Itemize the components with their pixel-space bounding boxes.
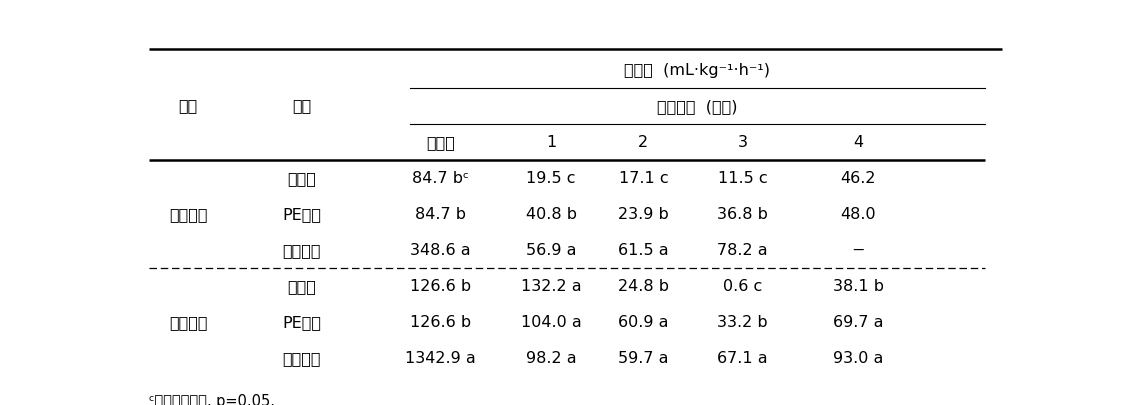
Text: 도근조생: 도근조생 [168,314,208,329]
Text: 1: 1 [546,135,556,149]
Text: 호흡량  (mL·kg⁻¹·h⁻¹): 호흡량 (mL·kg⁻¹·h⁻¹) [624,63,770,78]
Text: 33.2 b: 33.2 b [718,314,768,329]
Text: 36.8 b: 36.8 b [718,207,768,222]
Text: 17.1 c: 17.1 c [619,171,668,185]
Text: 126.6 b: 126.6 b [410,278,472,293]
Text: 38.1 b: 38.1 b [833,278,884,293]
Text: 무처리: 무처리 [287,171,316,185]
Text: 69.7 a: 69.7 a [833,314,884,329]
Text: 60.9 a: 60.9 a [618,314,668,329]
Text: 상주둥시: 상주둥시 [168,207,208,222]
Text: 탈삽처리: 탈삽처리 [282,350,321,365]
Text: 46.2: 46.2 [841,171,876,185]
Text: 저장기간  (개월): 저장기간 (개월) [657,99,738,114]
Text: 56.9 a: 56.9 a [526,242,576,257]
Text: 59.7 a: 59.7 a [618,350,668,365]
Text: 61.5 a: 61.5 a [618,242,668,257]
Text: 24.8 b: 24.8 b [618,278,669,293]
Text: 탈삽처리: 탈삽처리 [282,242,321,257]
Text: 23.9 b: 23.9 b [618,207,669,222]
Text: 무처리: 무처리 [287,278,316,293]
Text: 19.5 c: 19.5 c [527,171,576,185]
Text: 1342.9 a: 1342.9 a [405,350,476,365]
Text: 11.5 c: 11.5 c [718,171,767,185]
Text: 84.7 bᶜ: 84.7 bᶜ [412,171,469,185]
Text: 3: 3 [738,135,748,149]
Text: 67.1 a: 67.1 a [718,350,768,365]
Text: PE필름: PE필름 [282,207,321,222]
Text: 2: 2 [638,135,648,149]
Text: 처리: 처리 [292,98,311,113]
Text: 4: 4 [853,135,864,149]
Text: 40.8 b: 40.8 b [526,207,577,222]
Text: 78.2 a: 78.2 a [718,242,768,257]
Text: ᶜ던컨다중검정, p=0.05.: ᶜ던컨다중검정, p=0.05. [149,393,275,405]
Text: 93.0 a: 93.0 a [833,350,884,365]
Text: PE필름: PE필름 [282,314,321,329]
Text: 수확시: 수확시 [427,135,455,149]
Text: 132.2 a: 132.2 a [521,278,582,293]
Text: 348.6 a: 348.6 a [410,242,471,257]
Text: 98.2 a: 98.2 a [526,350,576,365]
Text: 104.0 a: 104.0 a [521,314,582,329]
Text: 품종: 품종 [179,98,198,113]
Text: 0.6 c: 0.6 c [723,278,763,293]
Text: 48.0: 48.0 [841,207,876,222]
Text: 84.7 b: 84.7 b [416,207,466,222]
Text: 126.6 b: 126.6 b [410,314,472,329]
Text: −: − [851,242,865,257]
